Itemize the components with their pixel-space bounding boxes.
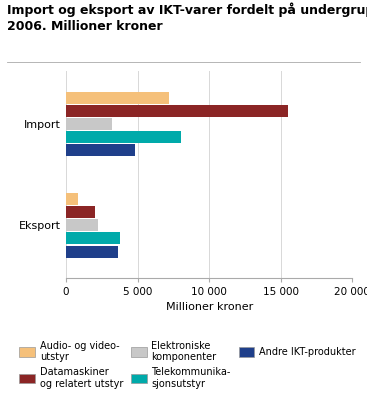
X-axis label: Millioner kroner: Millioner kroner [166, 303, 253, 312]
Bar [66, 206, 95, 218]
Bar [66, 145, 135, 156]
Legend: Audio- og video-
utstyr, Datamaskiner
og relatert utstyr, Elektroniske
komponent: Audio- og video- utstyr, Datamaskiner og… [19, 341, 356, 389]
Bar [66, 219, 98, 231]
Bar [66, 118, 112, 130]
Bar [66, 193, 77, 205]
Bar [66, 131, 181, 143]
Bar [66, 245, 117, 258]
Text: Import og eksport av IKT-varer fordelt på undergrupper.
2006. Millioner kroner: Import og eksport av IKT-varer fordelt p… [7, 2, 367, 33]
Bar [66, 105, 288, 117]
Bar [66, 92, 169, 104]
Bar [66, 232, 120, 245]
